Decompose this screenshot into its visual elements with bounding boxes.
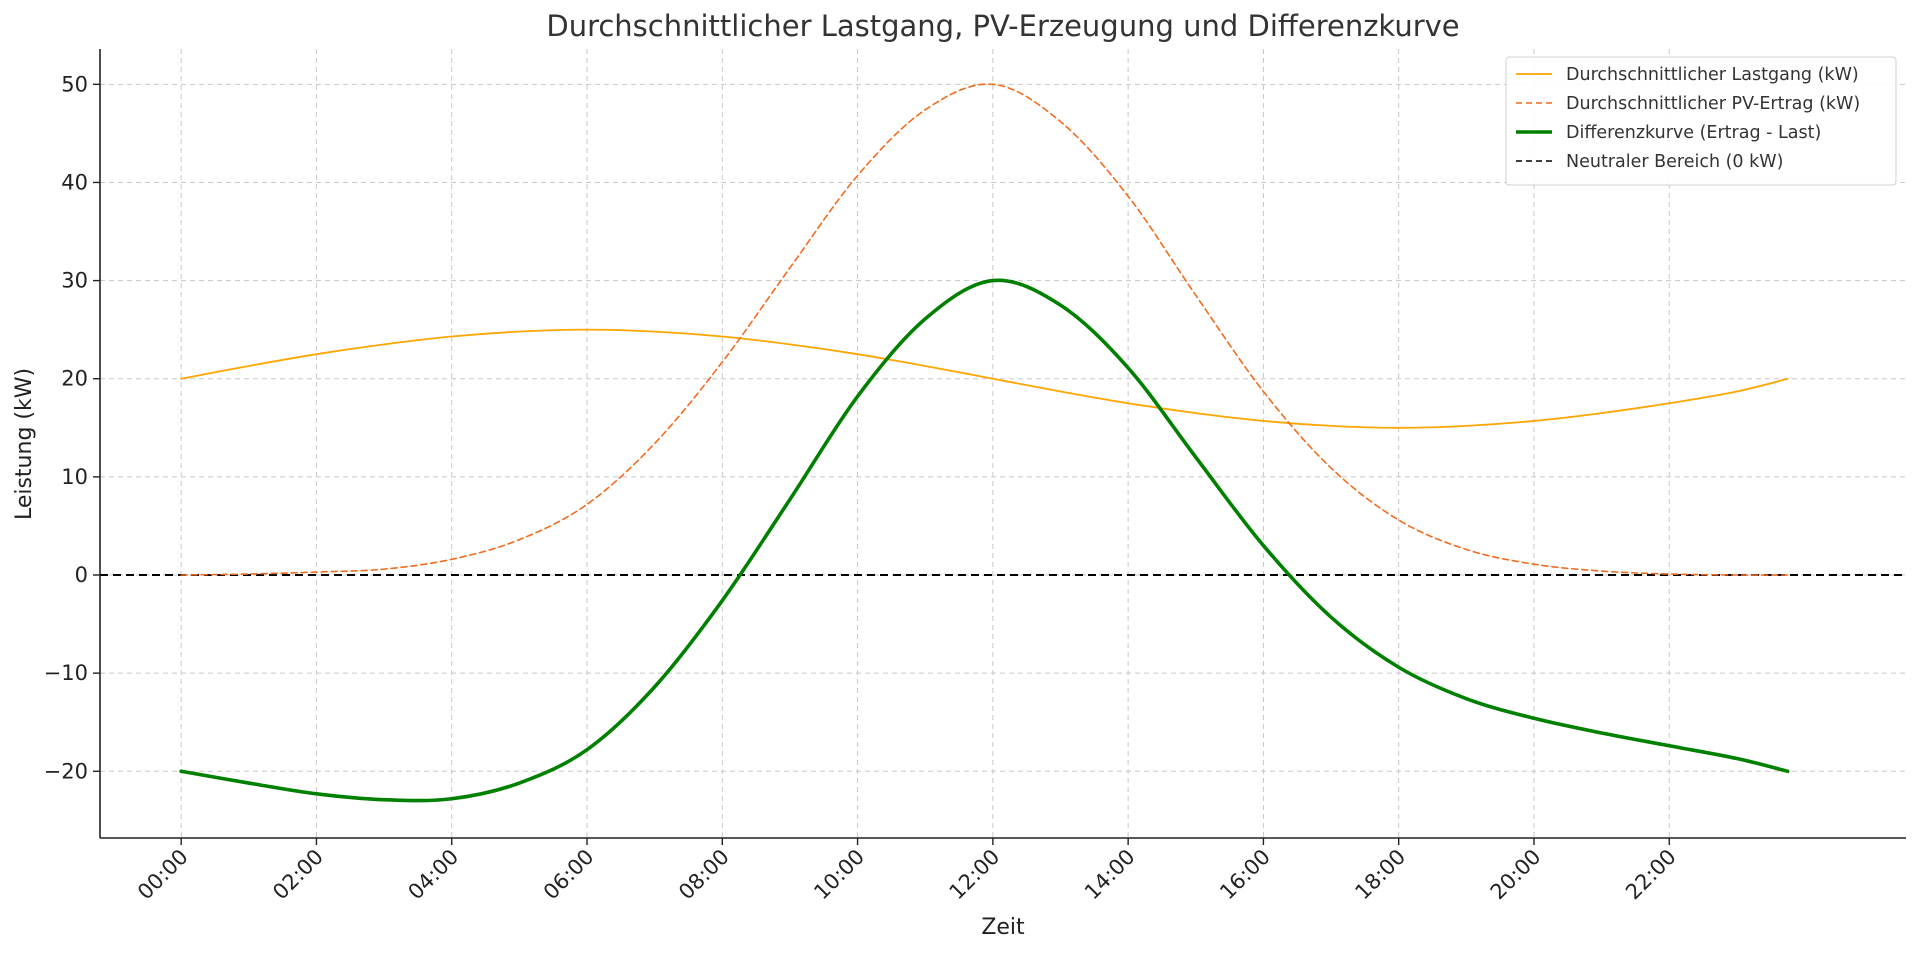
series-load-line [180,328,1789,429]
y-tick-label: 40 [61,170,88,194]
y-tick-label: 0 [75,563,88,587]
series-pv-line [180,83,1789,576]
y-tick-label: 50 [61,72,88,96]
legend-entry-label: Durchschnittlicher PV-Ertrag (kW) [1566,94,1860,114]
legend-entry-label: Neutraler Bereich (0 kW) [1566,152,1783,172]
legend: Durchschnittlicher Lastgang (kW) Durchsch… [1505,56,1897,186]
y-tick-label: 20 [61,367,88,391]
axes [99,49,1906,839]
series-layer [179,83,1790,803]
chart-title: Durchschnittlicher Lastgang, PV-Erzeugun… [546,9,1459,43]
y-tick-label: 10 [61,465,88,489]
x-axis-label: Zeit [981,915,1025,940]
series-difference-line [179,278,1790,803]
y-tick-label: 30 [61,269,88,293]
legend-entry-label: Durchschnittlicher Lastgang (kW) [1566,65,1859,85]
legend-box [1505,56,1897,186]
y-tick-label: −10 [44,661,88,685]
y-axis-label: Leistung (kW) [12,368,37,520]
legend-entry-label: Differenzkurve (Ertrag - Last) [1566,123,1821,143]
y-tick-label: −20 [44,759,88,783]
